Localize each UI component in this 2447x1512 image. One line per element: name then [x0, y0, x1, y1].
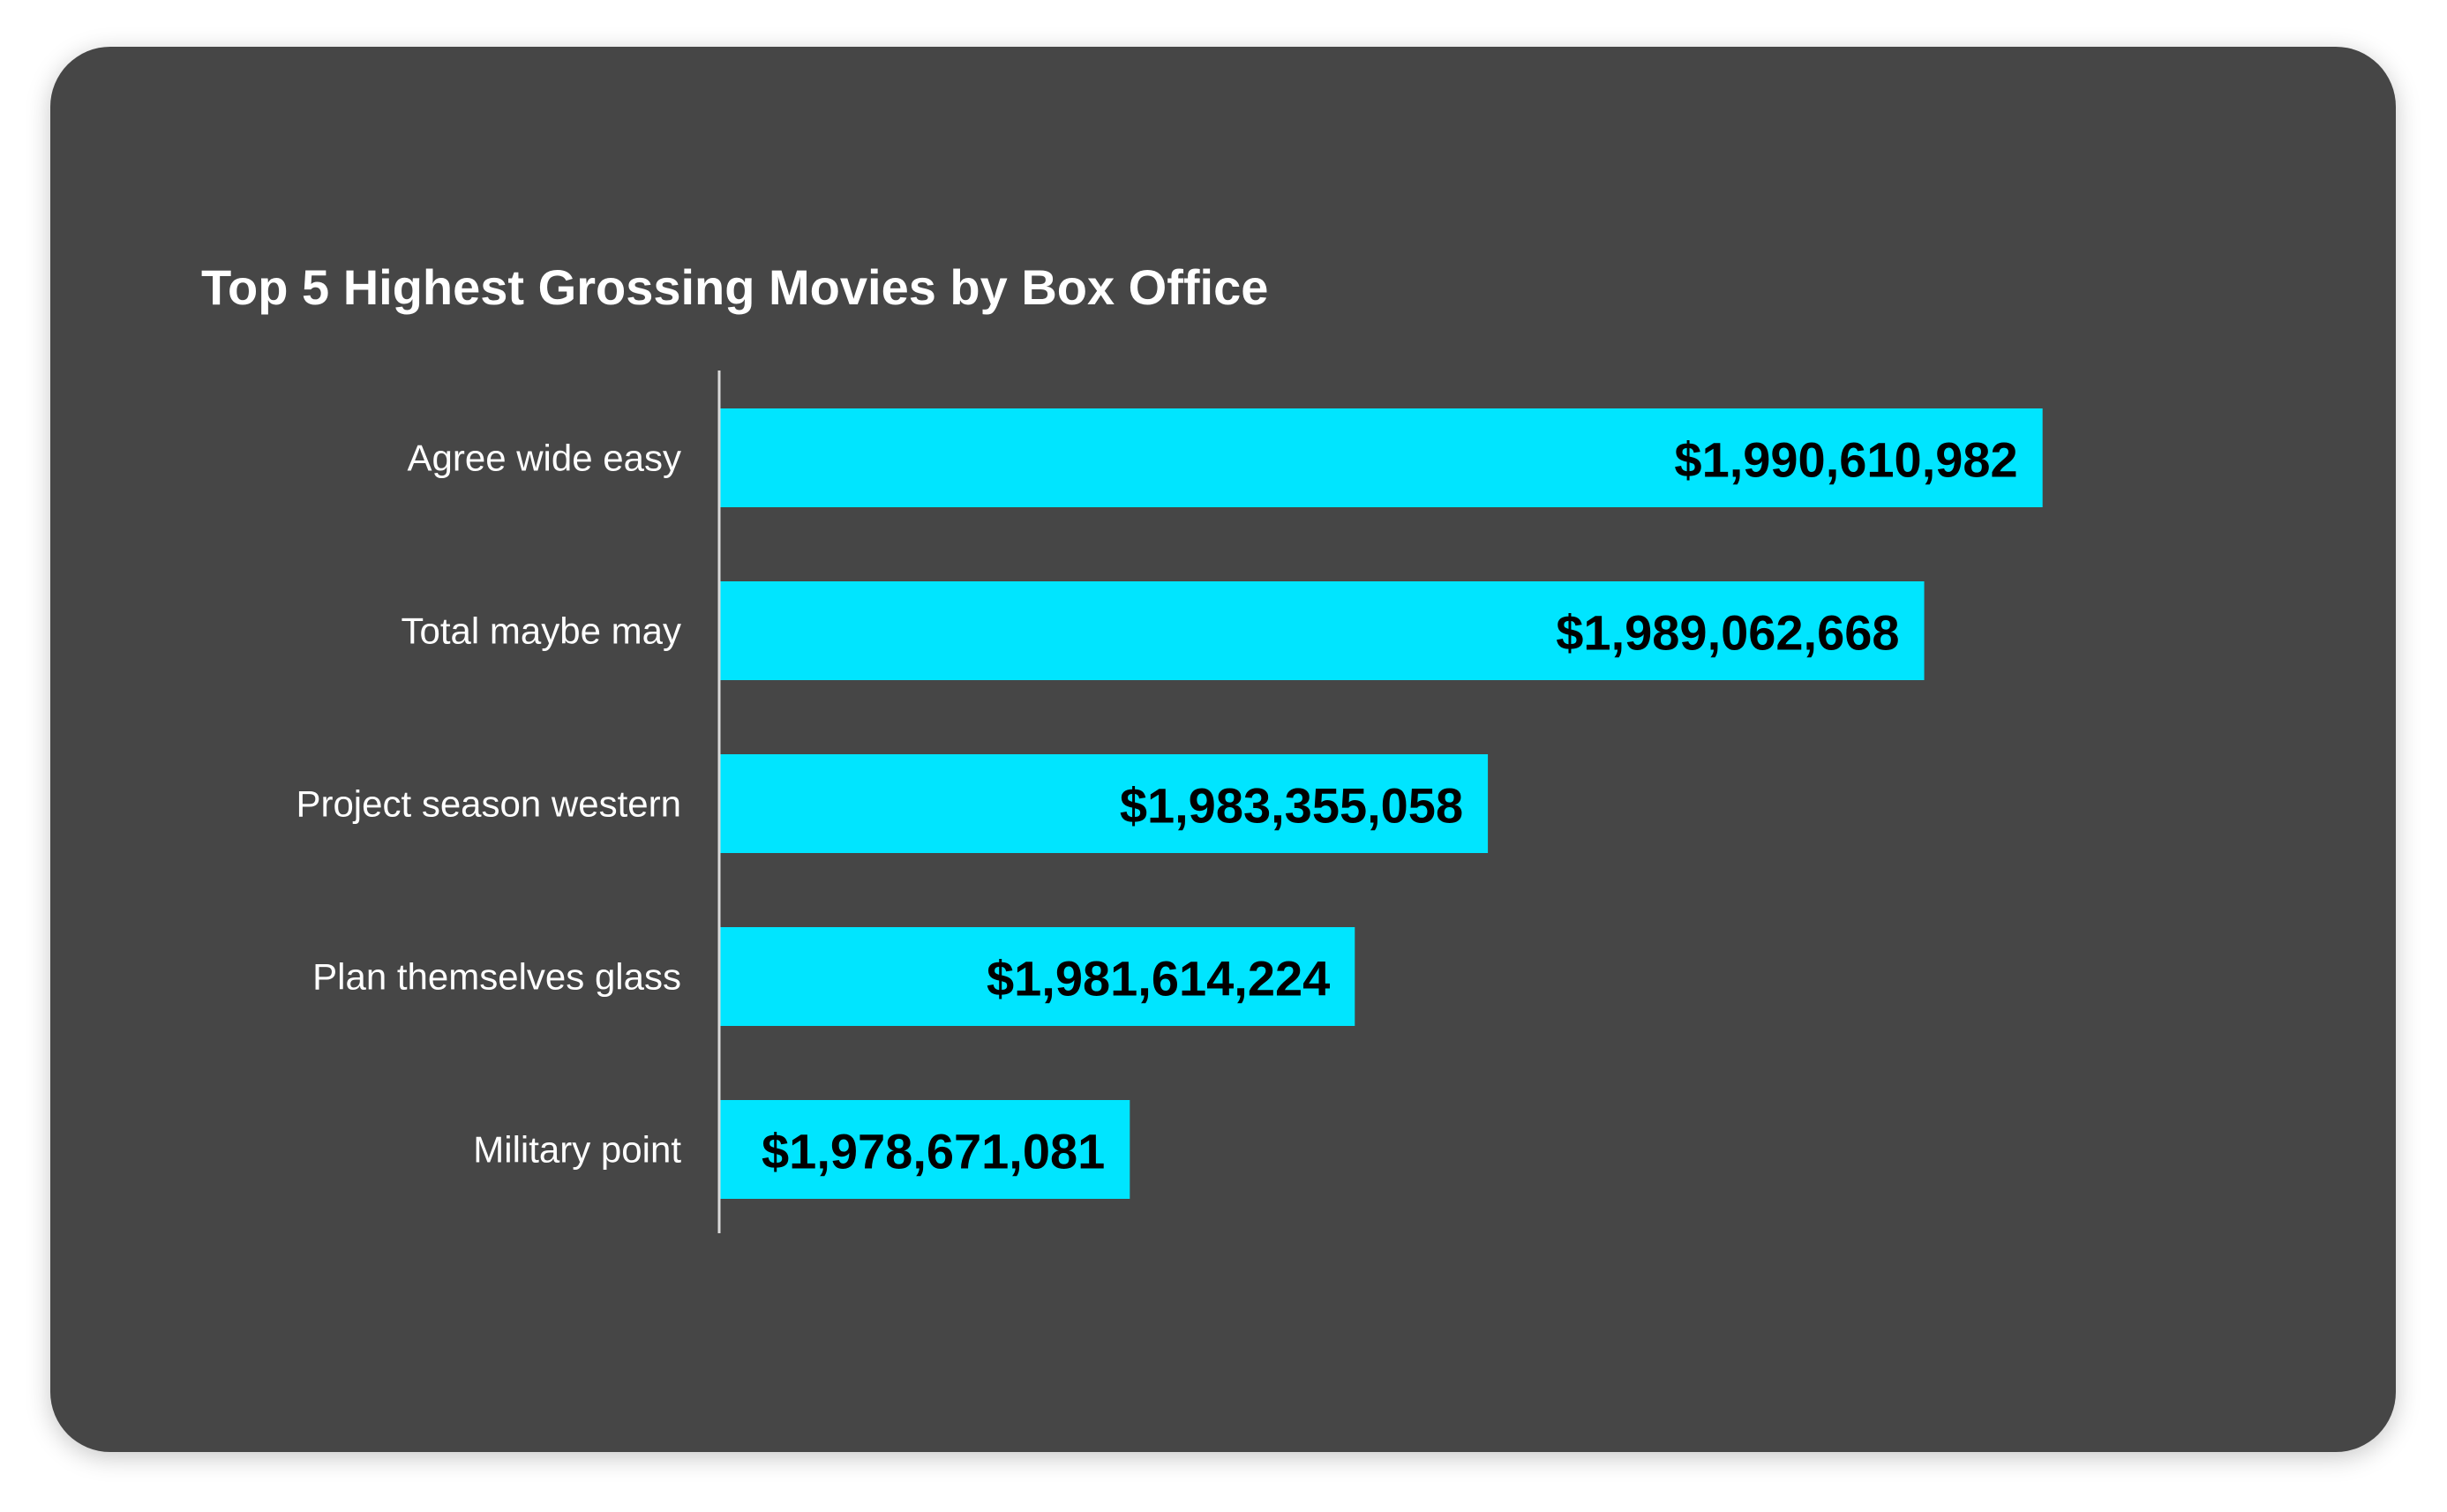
category-label: Military point	[473, 1129, 681, 1171]
chart-title: Top 5 Highest Grossing Movies by Box Off…	[201, 259, 1268, 315]
chart-card	[50, 47, 2396, 1452]
category-label: Total maybe may	[402, 610, 681, 652]
value-label: $1,981,614,224	[987, 951, 1330, 1007]
bar-4	[719, 927, 1355, 1026]
value-label: $1,983,355,058	[1120, 778, 1463, 834]
value-label: $1,990,610,982	[1674, 432, 2017, 488]
bars-layer: Agree wide easy $1,990,610,982 Total maybe…	[296, 408, 2043, 1199]
bar-2	[719, 581, 1925, 680]
category-label: Plan themselves glass	[312, 956, 681, 998]
category-label: Project season western	[296, 783, 681, 825]
value-label: $1,978,671,081	[762, 1124, 1105, 1179]
bar-1	[719, 408, 2043, 507]
bar-5	[719, 1100, 1130, 1199]
bar-3	[719, 754, 1489, 853]
value-label: $1,989,062,668	[1556, 605, 1899, 661]
category-label: Agree wide easy	[407, 438, 681, 479]
